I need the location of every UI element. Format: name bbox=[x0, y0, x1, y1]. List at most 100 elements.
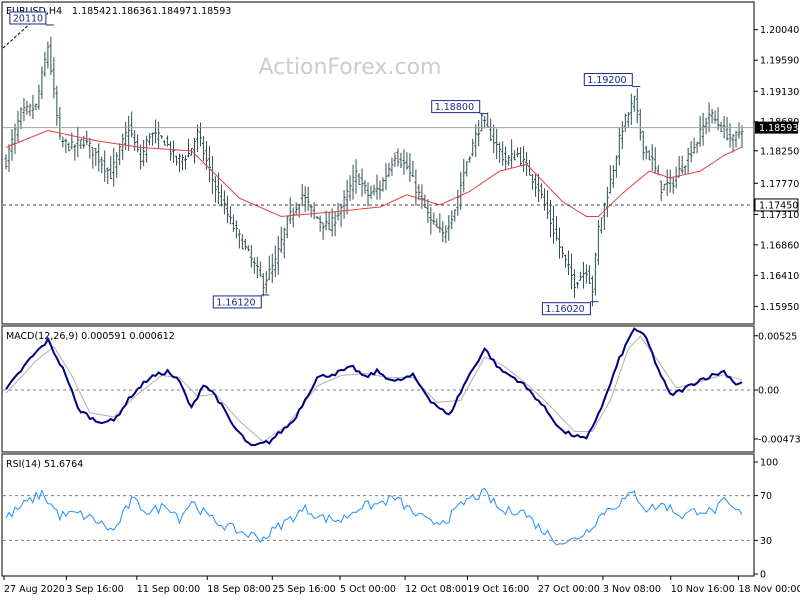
price-panel-frame bbox=[1, 1, 755, 325]
price-annotation: 1.16120 bbox=[212, 294, 270, 309]
price-bar bbox=[37, 84, 41, 110]
price-axis-label: 1.18250 bbox=[760, 146, 799, 157]
price-bar bbox=[136, 134, 140, 153]
price-bar bbox=[25, 100, 29, 116]
price-bar bbox=[249, 245, 253, 268]
macd-main-line bbox=[5, 327, 743, 447]
price-bar bbox=[130, 111, 134, 138]
price-bar bbox=[94, 148, 98, 167]
rsi-panel-frame bbox=[1, 453, 755, 577]
price-axis-label: 1.19130 bbox=[760, 87, 799, 98]
price-bar bbox=[100, 156, 104, 174]
price-bar bbox=[504, 146, 508, 170]
price-bar bbox=[13, 123, 17, 154]
price-bar bbox=[563, 254, 567, 268]
price-bar bbox=[686, 147, 690, 173]
price-axis-label: 1.20040 bbox=[760, 25, 799, 36]
price-bar bbox=[169, 141, 173, 161]
price-bar bbox=[438, 213, 442, 233]
price-bar bbox=[593, 252, 597, 296]
price-bar bbox=[273, 245, 277, 278]
price-bar bbox=[225, 195, 229, 224]
price-bar bbox=[620, 121, 624, 150]
price-bar bbox=[540, 183, 544, 199]
price-bar bbox=[692, 137, 696, 154]
time-axis-label: 5 Oct 00:00 bbox=[340, 584, 396, 595]
price-bar bbox=[327, 211, 331, 231]
annotation-box bbox=[9, 11, 47, 25]
price-bar bbox=[426, 199, 430, 223]
price-bar bbox=[124, 121, 128, 151]
watermark: ActionForex.com bbox=[259, 55, 442, 80]
price-bar bbox=[4, 154, 8, 170]
price-bar bbox=[73, 144, 77, 161]
price-bar bbox=[381, 177, 385, 192]
price-bar bbox=[501, 141, 505, 166]
price-axis-label: 1.16860 bbox=[760, 240, 799, 251]
price-bar bbox=[270, 253, 274, 283]
price-bar bbox=[560, 246, 564, 259]
price-bar bbox=[731, 133, 735, 153]
price-bar bbox=[231, 214, 235, 232]
price-bar bbox=[578, 271, 582, 281]
price-bar bbox=[246, 245, 250, 252]
price-bar bbox=[240, 234, 244, 250]
rsi-title: RSI(14) 51.6764 bbox=[6, 459, 83, 470]
price-bar bbox=[465, 161, 469, 177]
time-axis: 27 Aug 2020 3 Sep 16:00 11 Sep 00:00 18 Sep… bbox=[3, 576, 800, 595]
price-axis-label: 1.17770 bbox=[760, 179, 799, 190]
price-bar bbox=[345, 180, 349, 215]
price-bar bbox=[507, 154, 511, 166]
trend-line bbox=[2, 21, 33, 49]
price-bar bbox=[321, 222, 325, 240]
price-bar bbox=[543, 188, 547, 211]
price-bar bbox=[348, 175, 352, 201]
price-bar bbox=[647, 150, 651, 161]
price-bar bbox=[435, 218, 439, 228]
price-bar bbox=[133, 130, 137, 151]
price-bar bbox=[61, 136, 65, 148]
price-bar bbox=[285, 215, 289, 239]
price-bar bbox=[689, 141, 693, 163]
price-bar bbox=[204, 140, 208, 170]
time-axis-label: 3 Sep 16:00 bbox=[66, 584, 123, 595]
price-bar bbox=[330, 208, 334, 237]
price-bar bbox=[728, 123, 732, 148]
price-bar bbox=[534, 174, 538, 197]
macd-axis-label: 0.00 bbox=[758, 386, 779, 397]
price-bar bbox=[447, 215, 451, 241]
price-bar bbox=[91, 146, 95, 169]
price-bar bbox=[489, 118, 493, 142]
price-bar bbox=[372, 184, 376, 196]
price-bar bbox=[522, 146, 526, 173]
price-bar bbox=[498, 142, 502, 163]
time-axis-label: 18 Sep 08:00 bbox=[207, 584, 270, 595]
rsi-line bbox=[5, 487, 743, 546]
annotation-label: 1.16120 bbox=[216, 297, 255, 308]
price-bar bbox=[537, 173, 541, 202]
price-bar bbox=[303, 186, 307, 213]
price-bar bbox=[641, 130, 645, 161]
current-price-box bbox=[755, 121, 798, 134]
time-axis-label: 10 Nov 16:00 bbox=[671, 584, 735, 595]
price-bar bbox=[572, 269, 576, 298]
price-bar bbox=[342, 190, 346, 219]
price-bar bbox=[195, 124, 199, 152]
price-bar bbox=[151, 132, 155, 146]
price-bar bbox=[701, 112, 705, 146]
price-annotation: 1.19200 bbox=[583, 73, 641, 88]
price-bar bbox=[76, 126, 80, 158]
annotation-box bbox=[431, 100, 481, 114]
price-bar bbox=[468, 156, 472, 163]
price-bar bbox=[698, 115, 702, 147]
price-bar bbox=[7, 144, 11, 172]
price-bar bbox=[276, 235, 280, 275]
price-bar bbox=[420, 184, 424, 209]
macd-axis-label: -0.004732 bbox=[758, 434, 800, 445]
price-bar bbox=[154, 119, 158, 144]
price-bar bbox=[635, 88, 639, 124]
price-bar bbox=[474, 124, 478, 158]
price-bar bbox=[623, 113, 627, 132]
time-axis-label: 3 Nov 08:00 bbox=[603, 584, 661, 595]
rsi-axis: 100 70 30 0 bbox=[754, 458, 778, 581]
